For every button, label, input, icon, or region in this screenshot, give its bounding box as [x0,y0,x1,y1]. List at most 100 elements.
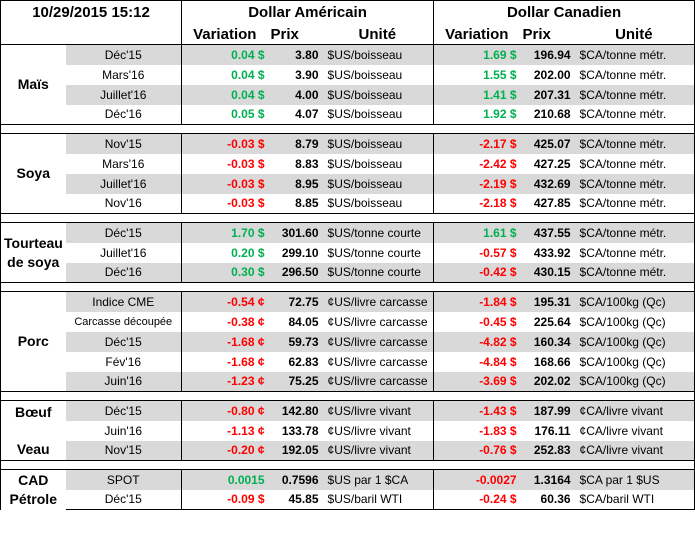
separator-cell [0,124,695,134]
expiry-cell: Indice CME [65,291,183,312]
cad-unit-cell: $CA/baril WTI [573,489,695,510]
expiry-cell: Déc'15 [65,331,183,352]
cad-price-cell: 430.15 [519,262,574,283]
usd-unit-cell: ¢US/livre vivant [321,400,435,421]
cad-price-cell: 427.25 [533,156,571,171]
cad-section-title: Dollar Canadien [433,0,695,25]
cad-price-cell: 202.00 [533,67,571,82]
cad-variation-cell: -2.19 $ [433,173,520,194]
usd-variation-cell: -1.23 ¢ [181,371,268,392]
expiry-cell: Juillet'16 [65,173,183,194]
cad-price-cell: 202.02 [519,371,574,392]
usd-unit-cell: $US/boisseau [321,84,435,105]
usd-variation-header: Variation [181,24,268,45]
usd-variation-cell: -1.13 ¢ [227,423,265,438]
table-row: Nov'15 -0.20 ¢ 192.05 ¢US/livre vivant -0.76… [1,440,695,461]
usd-unit-cell: ¢US/livre carcasse [321,371,435,392]
usd-variation-cell: 1.70 $ [181,222,268,243]
separator-cell [0,460,695,470]
usd-unit-cell: $US/boisseau [321,173,435,194]
usd-variation-cell: -0.03 $ [181,173,268,194]
cad-price-cell: 432.69 [519,173,574,194]
cad-unit-cell: $CA/100kg (Qc) [573,371,695,392]
usd-section-title: Dollar Américain [181,0,435,25]
table-row: Déc'16 0.05 $ 4.07 $US/boisseau 1.92 $ 210.68… [1,104,695,125]
cad-price-cell: 196.94 [519,44,574,65]
usd-price-cell: 3.90 [295,67,319,82]
cad-unit-cell: ¢CA/livre vivant [573,440,695,461]
cad-unit-cell: $CA/tonne métr. [573,153,695,174]
group-label-line: Bœuf [14,403,52,420]
cad-price-cell: 176.11 [534,423,571,438]
usd-variation-cell: 0.04 $ [181,84,268,105]
usd-price-cell: 4.07 [295,107,319,122]
usd-unit-cell: $US/tonne courte [321,262,435,283]
group-label-soya: Soya [0,133,66,214]
usd-variation-cell: 0.04 $ [231,67,265,82]
table-row: Déc'16 0.30 $296.50 $US/tonne courte -0.42 … [1,262,695,283]
usd-unit-cell: ¢US/livre carcasse [321,331,435,352]
header-row-top: 10/29/2015 15:12 Dollar Américain Dollar… [0,0,695,25]
cad-variation-cell: -0.45 $ [479,314,517,329]
cad-unit-cell: ¢CA/livre vivant [573,420,695,441]
cad-price-cell: 187.99 [519,400,574,421]
cad-price-cell: 252.83 [519,440,574,461]
usd-price-cell: 133.78 [281,423,319,438]
usd-unit-header: Unité [321,24,435,45]
usd-price-cell: 142.80 [267,400,322,421]
cad-variation-cell: -1.83 $ [479,423,517,438]
expiry-cell: Fév'16 [65,351,183,372]
table-row: Mars'16 -0.03 $ 8.83 $US/boisseau -2.42 $ 427… [1,153,695,174]
usd-price-cell: 59.73 [267,331,322,352]
group-label-porc: Porc [0,291,66,392]
usd-variation-cell: -0.09 $ [181,489,268,510]
expiry-cell: Nov'16 [65,193,183,214]
cad-price-cell: 437.55 [519,222,574,243]
usd-unit-cell: ¢US/livre vivant [321,440,435,461]
table-row: Soya Nov'15 -0.03 $8.79 $US/boisseau -2.17 $… [0,133,695,214]
usd-price-cell: 45.85 [267,489,322,510]
cad-variation-cell: -0.76 $ [433,440,520,461]
cad-variation-cell: -0.57 $ [479,245,517,260]
commodity-price-table: 10/29/2015 15:12 Dollar Américain Dollar… [0,0,695,510]
cad-price-cell: 160.34 [519,331,574,352]
cad-variation-cell: 1.55 $ [483,67,517,82]
usd-price-cell: 8.95 [267,173,322,194]
separator-cell [0,213,695,223]
expiry-cell: Juin'16 [65,371,183,392]
cad-variation-cell: -2.17 $ [433,133,520,154]
timestamp: 10/29/2015 15:12 [0,0,183,25]
cad-unit-cell: $CA par 1 $US [573,469,695,490]
cad-variation-cell: -1.84 $ [433,291,520,312]
usd-unit-cell: $US/tonne courte [321,222,435,243]
header-row-columns: Variation Prix Unité Variation Prix Unit… [0,24,695,45]
cad-unit-cell: $CA/tonne métr. [573,173,695,194]
usd-price-cell: 299.10 [281,245,319,260]
table-body: 10/29/2015 15:12 Dollar Américain Dollar… [0,0,695,510]
expiry-cell: Nov'15 [65,440,183,461]
group-label-line: Porc [17,333,49,349]
usd-variation-cell: 0.20 $ [231,245,265,260]
expiry-cell: SPOT [65,469,183,490]
usd-price-cell: 3.80 [267,44,322,65]
usd-unit-cell: ¢US/livre carcasse [321,351,435,372]
group-label-line [4,422,63,440]
usd-unit-cell: $US/boisseau [321,64,435,85]
group-label-boeuf-veau: Bœuf Veau [0,400,66,461]
expiry-cell: Déc'15 [65,400,183,421]
expiry-cell: Déc'16 [65,262,183,283]
cad-unit-cell: $CA/tonne métr. [573,222,695,243]
table-row: Mars'16 0.04 $ 3.90 $US/boisseau 1.55 $ 202.0… [1,64,695,85]
group-label-line: de soya [7,253,60,270]
separator-cell [0,391,695,401]
cad-unit-cell: $CA/tonne métr. [573,64,695,85]
usd-variation-cell: -0.80 ¢ [181,400,268,421]
cad-variation-cell: -1.43 $ [433,400,520,421]
usd-price-cell: 8.85 [295,196,319,211]
cad-variation-header: Variation [433,24,520,45]
usd-price-cell: 75.25 [267,371,322,392]
cad-unit-cell: $CA/tonne métr. [573,84,695,105]
cad-unit-cell: $CA/tonne métr. [573,44,695,65]
group-label-line: Tourteau [4,234,63,251]
cad-price-cell: 168.66 [533,354,571,369]
